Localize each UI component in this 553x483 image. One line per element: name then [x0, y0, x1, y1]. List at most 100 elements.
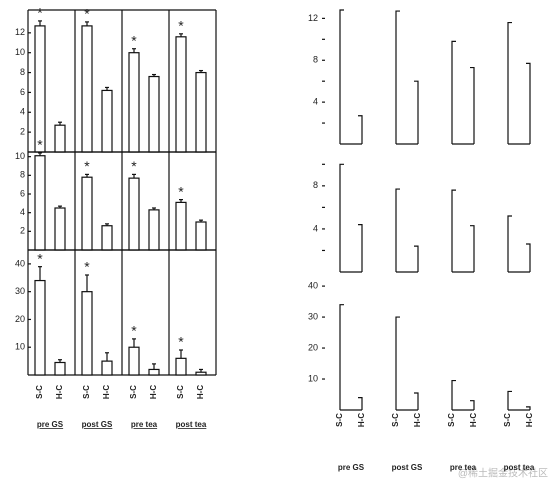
series-label: H-C: [196, 385, 205, 399]
series-label: S-C: [503, 413, 512, 427]
bar: [34, 279, 46, 376]
y-tick-label: 4: [20, 207, 25, 217]
category-label: pre tea: [450, 463, 477, 472]
bar-outline: [358, 224, 363, 272]
bar: [148, 75, 160, 153]
series-label: H-C: [357, 413, 366, 427]
y-tick-label: 40: [308, 280, 318, 290]
asterisk: *: [131, 32, 137, 48]
bar: [81, 25, 93, 153]
series-label: S-C: [335, 413, 344, 427]
y-tick-label: 20: [15, 314, 25, 324]
bar-outline: [358, 397, 363, 410]
y-tick-label: 8: [313, 55, 318, 65]
series-label: S-C: [447, 413, 456, 427]
y-tick-label: 20: [308, 342, 318, 352]
y-tick-label: 8: [20, 170, 25, 180]
series-label: H-C: [149, 385, 158, 399]
asterisk: *: [37, 5, 43, 21]
asterisk: *: [178, 334, 184, 350]
bar-outline: [451, 189, 456, 272]
bar: [195, 221, 207, 251]
y-tick-label: 6: [20, 188, 25, 198]
asterisk: *: [84, 6, 90, 22]
bar-outline: [414, 392, 419, 410]
series-label: S-C: [82, 385, 91, 399]
y-tick-label: 4: [313, 97, 318, 107]
series-label: H-C: [525, 413, 534, 427]
category-label: post tea: [176, 420, 207, 429]
series-label: S-C: [176, 385, 185, 399]
y-tick-label: 10: [15, 47, 25, 57]
asterisk: *: [84, 158, 90, 174]
bar: [101, 360, 113, 376]
bar: [175, 201, 187, 251]
bar: [128, 177, 140, 251]
y-tick-label: 40: [15, 258, 25, 268]
bar-outline: [526, 243, 531, 272]
bar-outline: [339, 304, 344, 410]
bar-outline: [526, 62, 531, 144]
bar: [175, 36, 187, 153]
y-tick-label: 12: [308, 13, 318, 23]
asterisk: *: [178, 183, 184, 199]
bar-outline: [507, 390, 512, 410]
category-label: post GS: [82, 420, 113, 429]
y-tick-label: 10: [15, 342, 25, 352]
series-label: H-C: [102, 385, 111, 399]
asterisk: *: [84, 259, 90, 275]
bar-outline: [358, 115, 363, 144]
bar: [34, 155, 46, 251]
series-label: H-C: [55, 385, 64, 399]
bar: [175, 357, 187, 376]
asterisk: *: [37, 137, 43, 153]
bar-outline: [339, 9, 344, 144]
y-tick-label: 30: [15, 286, 25, 296]
y-tick-label: 2: [20, 127, 25, 137]
y-tick-label: 8: [313, 180, 318, 190]
bar: [148, 368, 160, 376]
series-label: H-C: [413, 413, 422, 427]
bar-outline: [339, 163, 344, 272]
bar: [101, 225, 113, 251]
category-label: pre GS: [338, 463, 365, 472]
series-label: S-C: [391, 413, 400, 427]
bar: [148, 209, 160, 251]
bar: [101, 89, 113, 153]
bar: [128, 346, 140, 376]
bar: [54, 124, 66, 153]
category-label: pre GS: [37, 420, 64, 429]
bar-outline: [414, 80, 419, 144]
bar-outline: [451, 40, 456, 144]
series-label: H-C: [469, 413, 478, 427]
bar-outline: [507, 21, 512, 144]
series-label: S-C: [35, 385, 44, 399]
category-label: post GS: [392, 463, 423, 472]
bar: [195, 371, 207, 376]
y-tick-label: 6: [20, 87, 25, 97]
asterisk: *: [131, 158, 137, 174]
bar-outline: [395, 10, 400, 144]
asterisk: *: [37, 250, 43, 266]
category-label: post tea: [504, 463, 535, 472]
bar: [54, 361, 66, 376]
y-tick-label: 8: [20, 67, 25, 77]
series-label: S-C: [129, 385, 138, 399]
y-tick-label: 10: [308, 373, 318, 383]
bar: [81, 291, 93, 376]
bar-outline: [507, 215, 512, 272]
bar: [54, 207, 66, 251]
bar-outline: [395, 316, 400, 410]
y-tick-label: 2: [20, 226, 25, 236]
bar: [195, 71, 207, 153]
y-tick-label: 4: [20, 107, 25, 117]
y-tick-label: 12: [15, 27, 25, 37]
y-tick-label: 30: [308, 311, 318, 321]
y-tick-label: 10: [15, 151, 25, 161]
bar-outline: [470, 400, 475, 410]
bar-outline: [470, 66, 475, 144]
category-label: pre tea: [131, 420, 158, 429]
bar-outline: [451, 379, 456, 410]
